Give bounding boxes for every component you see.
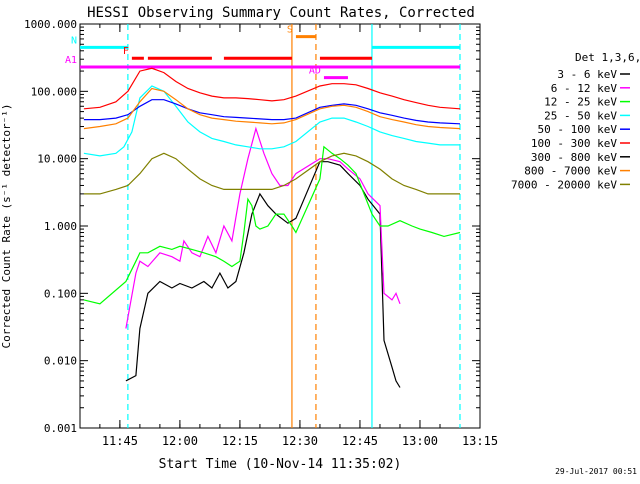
- y-axis-label: Corrected Count Rate (s⁻¹ detector⁻¹): [0, 103, 13, 348]
- x-tick-label: 13:00: [402, 434, 438, 448]
- x-axis: 11:45 12:00 12:15 12:30 12:45 13:00 13:15: [99, 24, 498, 448]
- flag-label-n: N: [71, 35, 77, 46]
- series-line: [83, 152, 460, 195]
- observing-flag-bars: N F S A1 AD: [65, 25, 460, 80]
- flag-label-f: F: [123, 46, 129, 57]
- series-layer: [83, 67, 461, 388]
- y-tick-label: 0.001: [44, 422, 77, 435]
- chart-title: HESSI Observing Summary Count Rates, Cor…: [87, 5, 475, 21]
- legend-label: 7000 - 20000 keV: [511, 178, 617, 191]
- plot-frame: [79, 23, 481, 429]
- series-line: [125, 126, 401, 329]
- legend-label: 100 - 300 keV: [531, 137, 617, 150]
- footer-timestamp: 29-Jul-2017 00:51: [555, 467, 637, 476]
- legend-label: 300 - 800 keV: [531, 151, 617, 164]
- series-line: [83, 99, 461, 125]
- x-tick-label: 12:45: [342, 434, 378, 448]
- series-line: [83, 87, 461, 130]
- vertical-markers: [127, 24, 461, 428]
- y-tick-label: 0.010: [44, 355, 77, 368]
- legend-label: 25 - 50 keV: [544, 109, 617, 122]
- y-axis: 0.001 0.010 0.100 1.000 10.000 100.000 1000.00…: [24, 18, 480, 435]
- flag-label-a1: A1: [65, 55, 77, 66]
- x-tick-label: 13:15: [462, 434, 498, 448]
- legend-label: 800 - 7000 keV: [524, 165, 617, 178]
- flag-label-s: S: [287, 25, 293, 36]
- flag-label-ad: AD: [309, 66, 321, 77]
- x-axis-label: Start Time (10-Nov-14 11:35:02): [159, 457, 402, 472]
- y-tick-label: 100.000: [31, 85, 77, 98]
- y-tick-label: 1.000: [44, 220, 77, 233]
- x-tick-label: 12:30: [282, 434, 318, 448]
- series-line: [83, 67, 461, 110]
- series-line: [83, 85, 460, 157]
- legend-label: 3 - 6 keV: [557, 68, 617, 81]
- y-tick-label: 10.000: [37, 153, 77, 166]
- x-tick-label: 12:00: [162, 434, 198, 448]
- y-tick-label: 1000.000: [24, 18, 77, 31]
- x-tick-label: 12:15: [222, 434, 258, 448]
- legend-label: 50 - 100 keV: [538, 123, 618, 136]
- legend-label: 12 - 25 keV: [544, 96, 617, 109]
- x-tick-label: 11:45: [102, 434, 138, 448]
- legend-title: Det 1,3,6,9: [575, 51, 640, 64]
- legend-label: 6 - 12 keV: [551, 82, 618, 95]
- series-line: [83, 145, 461, 305]
- y-tick-label: 0.100: [44, 287, 77, 300]
- series-line: [125, 161, 401, 388]
